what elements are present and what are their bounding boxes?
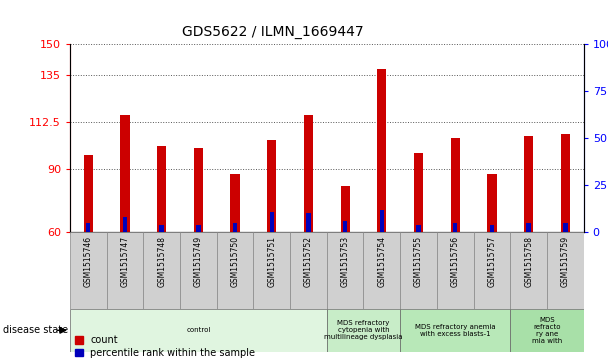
Bar	[233, 223, 237, 232]
Bar	[453, 223, 457, 232]
Bar	[489, 225, 494, 232]
Bar	[143, 232, 180, 309]
Text: disease state: disease state	[3, 325, 68, 335]
Text: MDS refractory anemia
with excess blasts-1: MDS refractory anemia with excess blasts…	[415, 324, 496, 337]
Bar	[379, 210, 384, 232]
Bar	[437, 232, 474, 309]
Bar	[561, 134, 570, 232]
Text: MDS refractory
cytopenia with
multilineage dysplasia: MDS refractory cytopenia with multilinea…	[324, 320, 402, 340]
Bar	[510, 232, 547, 309]
Bar	[157, 146, 166, 232]
Text: MDS
refracto
ry ane
mia with: MDS refracto ry ane mia with	[532, 317, 562, 344]
Text: GSM1515749: GSM1515749	[194, 236, 203, 287]
Text: GDS5622 / ILMN_1669447: GDS5622 / ILMN_1669447	[182, 25, 364, 40]
Text: control: control	[186, 327, 210, 333]
Bar	[400, 309, 510, 352]
Bar	[563, 223, 567, 232]
Bar	[340, 186, 350, 232]
Bar	[377, 69, 387, 232]
Text: GSM1515747: GSM1515747	[120, 236, 130, 287]
Text: GSM1515759: GSM1515759	[561, 236, 570, 287]
Bar	[267, 140, 277, 232]
Bar	[524, 136, 533, 232]
Bar	[106, 232, 143, 309]
Text: GSM1515748: GSM1515748	[157, 236, 166, 287]
Bar	[120, 115, 130, 232]
Bar	[416, 225, 421, 232]
Bar	[196, 225, 201, 232]
Bar	[216, 232, 254, 309]
Bar	[306, 213, 311, 232]
Bar	[451, 138, 460, 232]
Bar	[159, 225, 164, 232]
Text: GSM1515758: GSM1515758	[524, 236, 533, 287]
Bar	[327, 232, 364, 309]
Bar	[414, 152, 423, 232]
Bar	[304, 115, 313, 232]
Text: GSM1515757: GSM1515757	[488, 236, 497, 287]
Text: GSM1515751: GSM1515751	[268, 236, 276, 287]
Bar	[488, 174, 497, 232]
Text: GSM1515755: GSM1515755	[414, 236, 423, 287]
Bar	[194, 148, 203, 232]
Text: GSM1515752: GSM1515752	[304, 236, 313, 287]
Bar	[343, 221, 347, 232]
Bar	[254, 232, 290, 309]
Bar	[123, 217, 127, 232]
Text: GSM1515746: GSM1515746	[84, 236, 93, 287]
Bar	[180, 232, 216, 309]
Legend: count, percentile rank within the sample: count, percentile rank within the sample	[75, 335, 255, 358]
Bar	[547, 232, 584, 309]
Bar	[290, 232, 327, 309]
Text: GSM1515754: GSM1515754	[378, 236, 386, 287]
Bar	[269, 212, 274, 232]
Bar	[84, 155, 93, 232]
Bar	[70, 232, 106, 309]
Text: GSM1515753: GSM1515753	[340, 236, 350, 287]
Text: GSM1515756: GSM1515756	[451, 236, 460, 287]
Bar	[474, 232, 510, 309]
Bar	[400, 232, 437, 309]
Bar	[527, 223, 531, 232]
Text: GSM1515750: GSM1515750	[230, 236, 240, 287]
Bar	[230, 174, 240, 232]
Bar	[86, 223, 91, 232]
Bar	[70, 309, 327, 352]
Bar	[364, 232, 400, 309]
Bar	[510, 309, 584, 352]
Bar	[327, 309, 400, 352]
